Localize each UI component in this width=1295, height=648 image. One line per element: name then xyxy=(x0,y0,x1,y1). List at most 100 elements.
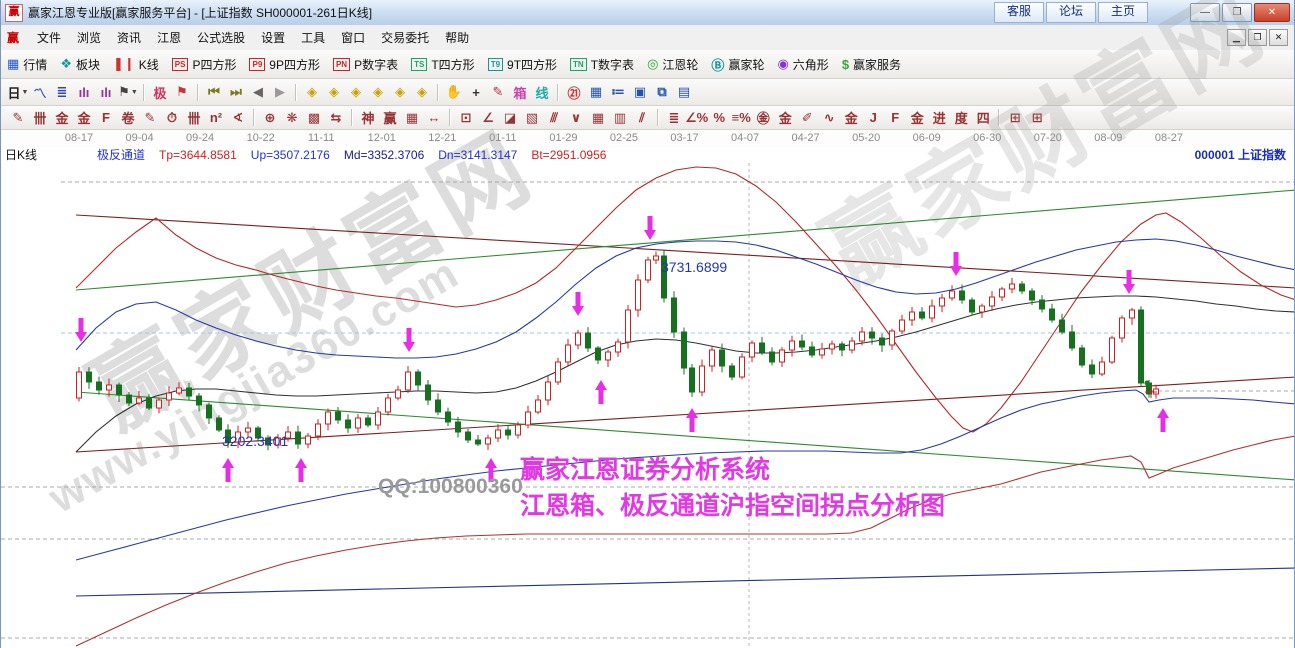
flag-mark-icon[interactable]: ⚑ ▼ xyxy=(118,84,138,99)
first-page-icon[interactable]: ⏮ xyxy=(208,84,220,99)
f-ruler-icon[interactable]: F xyxy=(102,110,110,125)
menu-item-browse[interactable]: 浏览 xyxy=(77,31,102,45)
minimize-button[interactable]: — xyxy=(1190,3,1220,22)
toolbar-button-t-number-table[interactable]: TN T数字表 xyxy=(570,56,634,73)
v-line-icon[interactable]: ∨ xyxy=(570,109,582,125)
gold-ruler-1-icon[interactable]: 金 xyxy=(55,111,69,126)
indicator-name[interactable]: 极反通道 xyxy=(97,148,146,162)
f-line-icon[interactable]: F xyxy=(891,110,900,125)
grid-a-icon[interactable]: ⊞ xyxy=(1009,109,1021,125)
bars-small-icon[interactable]: ılı xyxy=(78,84,90,100)
toolbar-button-gann-wheel[interactable]: ◎ 江恩轮 xyxy=(647,56,698,73)
color-flag-icon[interactable]: ⚑ xyxy=(176,84,188,99)
ruler-icon[interactable]: 卌 xyxy=(33,111,47,126)
box-grid-icon[interactable]: ▧ xyxy=(525,109,539,125)
toolbar-button-t-square[interactable]: TS T四方形 xyxy=(411,56,475,73)
document-icon[interactable]: ≔ xyxy=(611,84,625,99)
du-angle-icon[interactable]: 度 xyxy=(954,111,968,126)
mdi-minimize-button[interactable]: ▁ xyxy=(1227,29,1246,46)
save-icon[interactable]: ▣ xyxy=(633,84,647,99)
toolbar-button-winner-service[interactable]: $ 赢家服务 xyxy=(842,56,901,73)
menu-item-window[interactable]: 窗口 xyxy=(341,31,366,45)
shen-tool-icon[interactable]: 神 xyxy=(361,111,375,126)
computer-icon[interactable]: ▤ xyxy=(677,84,691,99)
grid-b-icon[interactable]: ⊞ xyxy=(1031,109,1043,125)
star-icon[interactable]: ❋ xyxy=(286,109,298,125)
n2-ruler-icon[interactable]: n² xyxy=(209,110,223,125)
mdi-restore-button[interactable]: ❐ xyxy=(1248,29,1267,46)
percent-icon[interactable]: % xyxy=(713,110,725,125)
crosshair-icon[interactable]: + xyxy=(472,84,480,100)
toolbar-button-winner-wheel[interactable]: Ⓑ 赢家轮 xyxy=(711,55,764,74)
note-icon[interactable]: ≣ xyxy=(56,84,68,99)
menu-item-trade-order[interactable]: 交易委托 xyxy=(381,31,430,45)
menu-item-file[interactable]: 文件 xyxy=(37,31,62,45)
period-day-icon[interactable]: 日 ▼ xyxy=(7,85,29,101)
j-line-icon[interactable]: J xyxy=(869,110,877,125)
diamond-zoom-2-icon[interactable]: ◈ xyxy=(329,84,339,99)
toolbar-button-sectors[interactable]: ❖ 板块 xyxy=(60,56,100,73)
calculator-icon[interactable]: ▦ xyxy=(589,84,603,99)
toolbar-button-p-number-table[interactable]: PN P数字表 xyxy=(332,56,398,73)
menu-item-formula-stock-pick[interactable]: 公式选股 xyxy=(197,31,246,45)
box-select-icon[interactable]: ⊡ xyxy=(460,109,472,125)
toolbar-button-p-square[interactable]: PS P四方形 xyxy=(171,56,236,73)
diamond-zoom-5-icon[interactable]: ◈ xyxy=(395,84,405,99)
number-grid-icon[interactable]: ▦ xyxy=(405,109,419,125)
pencil-note-icon[interactable]: ✎ xyxy=(492,84,504,99)
si-angle-icon[interactable]: 四 xyxy=(976,111,990,126)
box-fan-icon[interactable]: ◪ xyxy=(503,109,517,125)
angle-a-icon[interactable]: ∢ xyxy=(232,109,244,125)
pen-icon[interactable]: ✎ xyxy=(12,109,24,125)
pen-2-icon[interactable]: ✎ xyxy=(144,109,156,125)
width-tool-icon[interactable]: ↔ xyxy=(427,110,441,125)
gann-box-tool-icon[interactable]: 箱 xyxy=(513,85,527,101)
trend-line-icon[interactable]: ⫻ xyxy=(550,109,558,125)
toolbar-button-9p-square[interactable]: P9 9P四方形 xyxy=(249,56,320,73)
kline-plot[interactable] xyxy=(1,147,1295,648)
menu-item-gann[interactable]: 江恩 xyxy=(157,31,182,45)
gold-angle-icon[interactable]: 金 xyxy=(910,111,924,126)
forum-button[interactable]: 论坛 xyxy=(1045,2,1096,23)
toolbar-button-market-quotes[interactable]: ▦ 行情 xyxy=(7,56,47,73)
diamond-zoom-4-icon[interactable]: ◈ xyxy=(373,84,383,99)
customer-service-button[interactable]: 客服 xyxy=(993,2,1044,23)
ying-tool-icon[interactable]: 赢 xyxy=(383,111,397,126)
menu-item-settings[interactable]: 设置 xyxy=(261,31,286,45)
toolbar-button-kline[interactable]: ❚❙ K线 xyxy=(113,56,159,73)
last-page-icon[interactable]: ⏭ xyxy=(230,84,242,99)
gold-lines-icon[interactable]: 金 xyxy=(778,111,792,126)
prev-icon[interactable]: ◀ xyxy=(253,84,263,99)
grid-box-icon[interactable]: ▩ xyxy=(307,109,321,125)
toolbar-button-9t-square[interactable]: T9 9T四方形 xyxy=(487,56,557,73)
mdi-close-button[interactable]: ✕ xyxy=(1269,29,1288,46)
windows-icon[interactable]: ⧉ xyxy=(657,84,667,99)
grid-1-icon[interactable]: ▦ xyxy=(591,109,605,125)
menu-item-news[interactable]: 资讯 xyxy=(117,31,142,45)
parallel-icon[interactable]: ⫽ xyxy=(639,109,645,125)
calendar-21-icon[interactable]: ㉑ xyxy=(567,85,581,101)
toolbar-button-hexagon[interactable]: ◉ 六角形 xyxy=(777,56,828,73)
diamond-zoom-3-icon[interactable]: ◈ xyxy=(351,84,361,99)
fan-line-icon[interactable]: ∠ xyxy=(482,109,494,125)
diamond-zoom-6-icon[interactable]: ◈ xyxy=(417,84,427,99)
grid-2-icon[interactable]: ▥ xyxy=(613,109,627,125)
menu-item-help[interactable]: 帮助 xyxy=(445,31,470,45)
restore-button[interactable]: ❐ xyxy=(1222,3,1252,22)
gold-circle-icon[interactable]: ㊎ xyxy=(756,111,770,126)
bars-large-icon[interactable]: ılı xyxy=(100,84,112,100)
menu-item-tools[interactable]: 工具 xyxy=(301,31,326,45)
list-icon[interactable]: ≣ xyxy=(668,109,680,125)
wave-icon[interactable]: ∿ xyxy=(823,109,835,125)
gold-ruler-2-icon[interactable]: 金 xyxy=(77,111,91,126)
hand-icon[interactable]: ✋ xyxy=(445,84,463,99)
percent-angle-icon[interactable]: ∠% xyxy=(685,109,709,125)
jin-angle-icon[interactable]: 进 xyxy=(932,111,946,126)
spiral-icon[interactable]: 卷 xyxy=(121,111,135,126)
jifan-channel-icon[interactable]: 极 xyxy=(153,85,167,101)
span-icon[interactable]: ⇆ xyxy=(330,109,342,125)
ruler-2-icon[interactable]: 卌 xyxy=(187,111,201,126)
next-icon[interactable]: ▶ xyxy=(275,84,285,99)
close-button[interactable]: ✕ xyxy=(1254,3,1290,22)
